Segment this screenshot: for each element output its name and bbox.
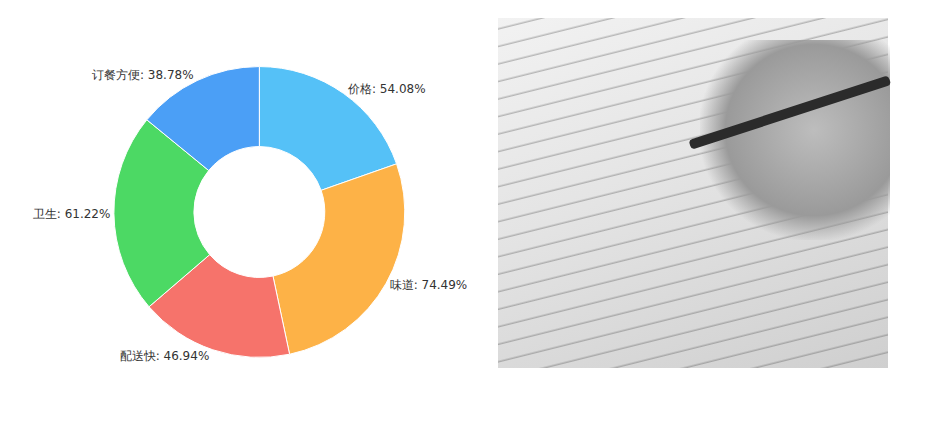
svg-text:配送快: 46.94%: 配送快: 46.94% bbox=[120, 349, 210, 363]
svg-text:卫生: 61.22%: 卫生: 61.22% bbox=[33, 207, 111, 221]
svg-text:价格: 54.08%: 价格: 54.08% bbox=[347, 82, 426, 96]
svg-text:订餐方便: 38.78%: 订餐方便: 38.78% bbox=[92, 68, 194, 82]
svg-text:味道: 74.49%: 味道: 74.49% bbox=[390, 278, 468, 292]
